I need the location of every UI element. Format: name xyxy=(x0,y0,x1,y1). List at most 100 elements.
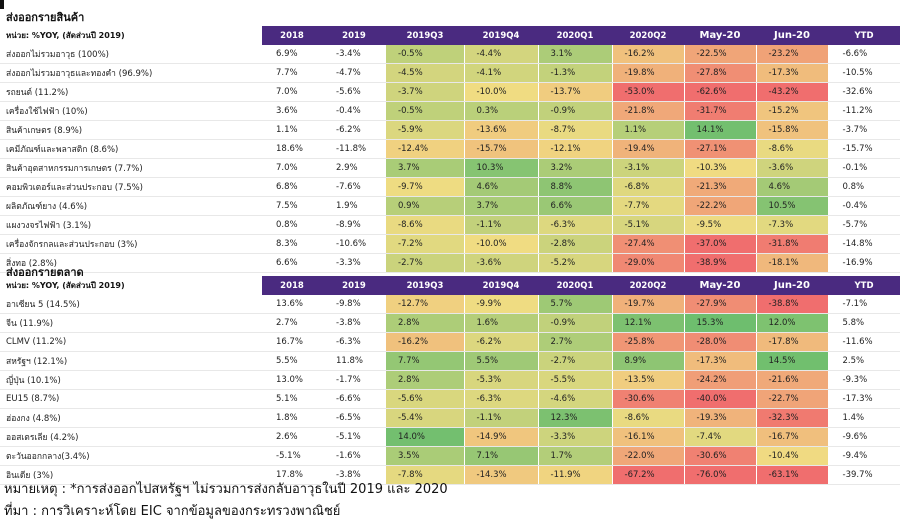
table-cell: 3.5% xyxy=(386,446,465,466)
table-cell: -24.2% xyxy=(684,370,757,390)
table-row: ส่งออกไม่รวมอาวุธ (100%) 6.9% -3.4% -0.5% -4… xyxy=(0,45,900,64)
table-cell: -2.7% xyxy=(538,351,613,371)
table-cell: 1.6% xyxy=(464,313,539,333)
table-cell: 5.7% xyxy=(538,295,613,314)
table-cell: 1.7% xyxy=(538,446,613,466)
table-cell: -14.8% xyxy=(828,234,900,254)
table-row: ตะวันออกกลาง(3.4%) -5.1% -1.6% 3.5% 7.1% 1.7%… xyxy=(0,446,900,466)
table-cell: 5.1% xyxy=(262,389,322,409)
table-cell: -8.6% xyxy=(612,408,685,428)
table-cell: 3.6% xyxy=(262,101,322,121)
table-cell: 1.1% xyxy=(612,120,685,140)
table-cell: -23.2% xyxy=(756,45,829,64)
table-cell: -12.7% xyxy=(386,295,465,314)
table-cell: -22.2% xyxy=(684,196,757,216)
table-cell: -8.6% xyxy=(756,139,829,159)
table-row: สินค้าเกษตร (8.9%) 1.1% -6.2% -5.9% -13.6% -8… xyxy=(0,120,900,140)
row-label: คอมพิวเตอร์และส่วนประกอบ (7.5%) xyxy=(0,177,262,197)
table-cell: -9.8% xyxy=(322,295,386,314)
table-cell: 7.0% xyxy=(262,82,322,102)
table-cell: -9.9% xyxy=(464,295,539,314)
table-cell: -1.7% xyxy=(322,370,386,390)
table-cell: -10.0% xyxy=(464,82,539,102)
table-cell: 12.0% xyxy=(756,313,829,333)
table2-title: ส่งออกรายตลาด xyxy=(6,266,84,279)
table-cell: -38.9% xyxy=(684,253,757,273)
row-label: แผงวงจรไฟฟ้า (3.1%) xyxy=(0,215,262,235)
table-cell: 2.8% xyxy=(386,313,465,333)
row-label: CLMV (11.2%) xyxy=(0,332,262,352)
table-cell: 8.8% xyxy=(538,177,613,197)
table-cell: -10.3% xyxy=(684,158,757,178)
table-row: สิ่งทอ (2.8%) 6.6% -3.3% -2.7% -3.6% -5.2% -29… xyxy=(0,253,900,273)
table-cell: -16.7% xyxy=(756,427,829,447)
unit-label: หน่วย: %YOY, (สัดส่วนปี 2019) xyxy=(0,26,262,45)
table-cell: -7.2% xyxy=(386,234,465,254)
table-cell: -21.8% xyxy=(612,101,685,121)
table-cell: -29.0% xyxy=(612,253,685,273)
table-cell: -1.6% xyxy=(322,446,386,466)
table-cell: -6.8% xyxy=(612,177,685,197)
row-label: สินค้าอุตสาหกรรมการเกษตร (7.7%) xyxy=(0,158,262,178)
table-cell: -5.1% xyxy=(322,427,386,447)
column-header: 2020Q1 xyxy=(538,276,612,295)
table-cell: -11.9% xyxy=(538,465,613,485)
table-cell: -18.1% xyxy=(756,253,829,273)
table-cell: -6.3% xyxy=(464,389,539,409)
table-cell: -3.3% xyxy=(538,427,613,447)
table-cell: 8.3% xyxy=(262,234,322,254)
table-cell: -32.3% xyxy=(756,408,829,428)
table-cell: -9.3% xyxy=(828,370,900,390)
table-cell: 3.7% xyxy=(386,158,465,178)
row-label: EU15 (8.7%) xyxy=(0,389,262,409)
row-label: เครื่องจักรกลและส่วนประกอบ (3%) xyxy=(0,234,262,254)
table-cell: 13.6% xyxy=(262,295,322,314)
table-cell: -19.8% xyxy=(612,63,685,83)
column-header: May-20 xyxy=(684,276,756,295)
table-row: CLMV (11.2%) 16.7% -6.3% -16.2% -6.2% 2.7% -25… xyxy=(0,332,900,352)
source-note: ที่มา : การวิเคราะห์โดย EIC จากข้อมูลของ… xyxy=(4,504,341,519)
table-cell: 6.6% xyxy=(262,253,322,273)
table-cell: 14.1% xyxy=(684,120,757,140)
table-cell: 2.7% xyxy=(262,313,322,333)
table-cell: -31.8% xyxy=(756,234,829,254)
table-cell: -40.0% xyxy=(684,389,757,409)
table-cell: 12.1% xyxy=(612,313,685,333)
table-cell: -62.6% xyxy=(684,82,757,102)
table-cell: -10.0% xyxy=(464,234,539,254)
table-cell: -11.6% xyxy=(828,332,900,352)
table-cell: -5.1% xyxy=(262,446,322,466)
table-cell: 14.0% xyxy=(386,427,465,447)
column-header: 2019Q4 xyxy=(464,26,538,45)
market-export-table: หน่วย: %YOY, (สัดส่วนปี 2019) 2018 2019 201… xyxy=(0,276,900,485)
table-cell: -17.8% xyxy=(756,332,829,352)
row-label: สิ่งทอ (2.8%) xyxy=(0,253,262,273)
table-cell: -5.7% xyxy=(828,215,900,235)
table-cell: -16.9% xyxy=(828,253,900,273)
table1-header-row: หน่วย: %YOY, (สัดส่วนปี 2019) 2018 2019 201… xyxy=(0,26,900,45)
table-cell: -6.6% xyxy=(322,389,386,409)
table-cell: -7.8% xyxy=(386,465,465,485)
table-row: เครื่องใช้ไฟฟ้า (10%) 3.6% -0.4% -0.5% 0.3% -… xyxy=(0,101,900,121)
table-cell: 3.7% xyxy=(464,196,539,216)
table-cell: 0.9% xyxy=(386,196,465,216)
table-row: ฮ่องกง (4.8%) 1.8% -6.5% -5.4% -1.1% 12.3% -8.… xyxy=(0,408,900,428)
table-row: สินค้าอุตสาหกรรมการเกษตร (7.7%) 7.0% 2.9% 3… xyxy=(0,158,900,178)
table-cell: -13.6% xyxy=(464,120,539,140)
table-cell: 8.9% xyxy=(612,351,685,371)
table-cell: 3.1% xyxy=(538,45,613,64)
table-cell: -0.5% xyxy=(386,45,465,64)
table-cell: 7.5% xyxy=(262,196,322,216)
column-header: May-20 xyxy=(684,26,756,45)
table-cell: -37.0% xyxy=(684,234,757,254)
table-cell: 4.6% xyxy=(464,177,539,197)
table-cell: -2.8% xyxy=(538,234,613,254)
table-cell: -7.4% xyxy=(684,427,757,447)
product-export-table: หน่วย: %YOY, (สัดส่วนปี 2019) 2018 2019 201… xyxy=(0,26,900,273)
table-cell: 5.8% xyxy=(828,313,900,333)
table-cell: 10.5% xyxy=(756,196,829,216)
table-row: รถยนต์ (11.2%) 7.0% -5.6% -3.7% -10.0% -13.7%… xyxy=(0,82,900,102)
table-cell: -30.6% xyxy=(684,446,757,466)
table-cell: -1.1% xyxy=(464,408,539,428)
table-cell: 4.6% xyxy=(756,177,829,197)
